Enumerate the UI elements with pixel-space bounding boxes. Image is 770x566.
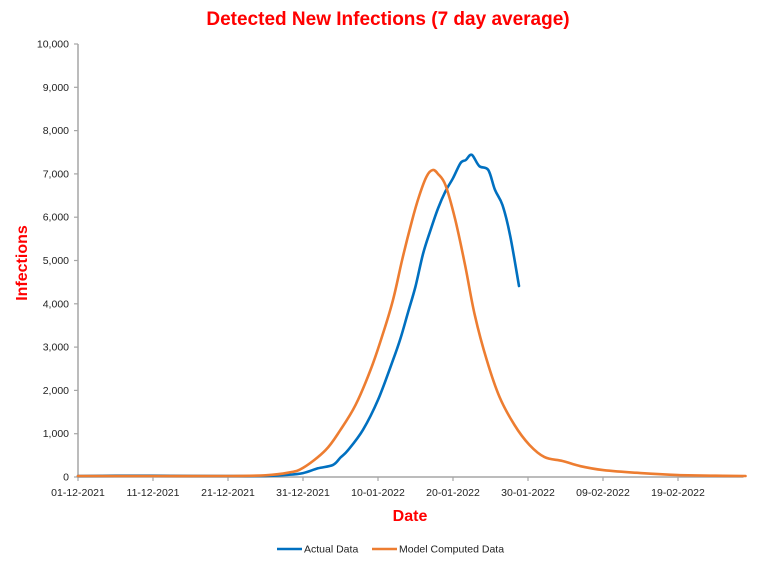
chart-title: Detected New Infections (7 day average)	[206, 9, 569, 30]
y-axis-title: Infections	[14, 225, 31, 301]
y-tick-label: 4,000	[43, 298, 69, 310]
y-tick-label: 1,000	[43, 428, 69, 440]
x-tick-label: 31-12-2021	[276, 487, 330, 499]
y-tick-label: 8,000	[43, 125, 69, 137]
y-axis: 0 1,000 2,000 3,000 4,000 5,000 6,000 7,000 8,00…	[37, 39, 79, 484]
y-tick-label: 0	[63, 472, 69, 484]
x-tick-label: 11-12-2021	[127, 487, 180, 499]
y-tick-label: 2,000	[43, 385, 69, 397]
y-tick-label: 9,000	[43, 82, 69, 94]
x-tick-label: 01-12-2021	[51, 487, 105, 499]
x-tick-label: 30-01-2022	[501, 487, 555, 499]
x-axis: 01-12-2021 11-12-2021 21-12-2021 31-12-2021…	[51, 476, 744, 499]
legend: Actual Data Model Computed Data	[277, 544, 504, 556]
y-tick-label: 7,000	[43, 168, 69, 180]
legend-item-model-computed-data: Model Computed Data	[372, 544, 504, 556]
series-line-model-computed-data	[76, 168, 747, 478]
y-tick-label: 6,000	[43, 212, 69, 224]
legend-label: Actual Data	[304, 544, 358, 556]
x-tick-label: 10-01-2022	[351, 487, 405, 499]
x-tick-label: 21-12-2021	[201, 487, 255, 499]
series-line-actual-data	[76, 153, 521, 478]
y-tick-label: 10,000	[37, 39, 69, 51]
x-tick-label: 20-01-2022	[426, 487, 480, 499]
x-axis-title: Date	[393, 508, 428, 525]
y-tick-label: 5,000	[43, 255, 69, 267]
legend-label: Model Computed Data	[399, 544, 504, 556]
series-layer	[76, 153, 747, 478]
x-tick-label: 09-02-2022	[576, 487, 630, 499]
legend-item-actual-data: Actual Data	[277, 544, 358, 556]
x-tick-label: 19-02-2022	[651, 487, 705, 499]
y-tick-label: 3,000	[43, 342, 69, 354]
